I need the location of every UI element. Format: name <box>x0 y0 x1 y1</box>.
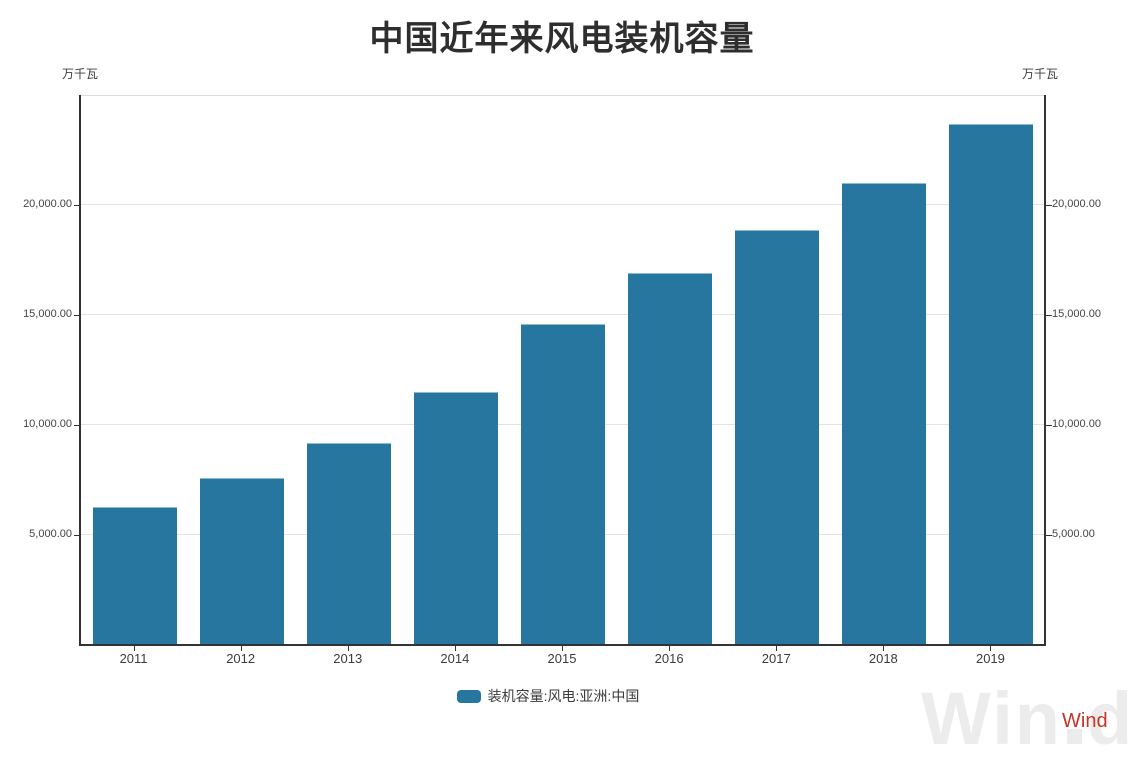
x-tick-label-2011: 2011 <box>119 651 148 666</box>
bar-series <box>81 95 1044 644</box>
bar-slot-2016 <box>616 95 723 644</box>
x-tick-mark-2016 <box>669 646 671 651</box>
x-tick-mark-2019 <box>990 646 992 651</box>
y-tick-label-left-10000: 10,000.00 <box>23 418 72 430</box>
bar-slot-2015 <box>509 95 616 644</box>
bar-2017[interactable] <box>734 229 819 644</box>
y-tick-mark-left-20000 <box>74 205 80 206</box>
bar-2018[interactable] <box>841 183 926 644</box>
y-tick-mark-left-5000 <box>74 535 80 536</box>
wind-brand-text: Wind <box>1062 710 1108 732</box>
bar-slot-2017 <box>723 95 830 644</box>
y-axis-unit-right: 万千瓦 <box>1022 67 1059 81</box>
bar-2011[interactable] <box>92 506 177 644</box>
x-tick-label-2016: 2016 <box>654 651 684 666</box>
legend-swatch <box>456 689 481 703</box>
y-axis-unit-left: 万千瓦 <box>62 67 99 81</box>
y-axis-line-left <box>79 95 81 646</box>
x-tick-label-2015: 2015 <box>547 651 577 666</box>
gridline-20000 <box>81 204 1044 205</box>
legend-row: 装机容量:风电:亚洲:中国 <box>80 686 1044 706</box>
bar-slot-2012 <box>188 95 295 644</box>
x-tick-mark-2015 <box>562 646 563 651</box>
bar-slot-2018 <box>830 95 937 644</box>
y-tick-label-right-5000: 5,000.00 <box>1052 528 1095 540</box>
y-tick-mark-right-5000 <box>1046 535 1052 536</box>
y-tick-label-right-15000: 15,000.00 <box>1052 308 1101 320</box>
y-tick-label-right-20000: 20,000.00 <box>1052 198 1101 210</box>
bar-2014[interactable] <box>413 391 498 644</box>
bar-2013[interactable] <box>306 442 391 644</box>
bar-slot-2014 <box>402 95 509 644</box>
legend-label: 装机容量:风电:亚洲:中国 <box>487 688 640 704</box>
y-tick-label-right-10000: 10,000.00 <box>1052 418 1101 430</box>
x-tick-label-2019: 2019 <box>975 651 1005 666</box>
chart-title: 中国近年来风电装机容量 <box>369 20 755 58</box>
x-tick-mark-2018 <box>883 646 885 651</box>
y-tick-mark-right-15000 <box>1046 315 1052 316</box>
x-tick-label-2012: 2012 <box>226 651 256 666</box>
x-tick-mark-2014 <box>454 646 456 651</box>
bar-2012[interactable] <box>199 478 284 644</box>
x-tick-mark-2012 <box>240 646 242 651</box>
x-tick-mark-2017 <box>776 646 778 651</box>
y-tick-mark-right-10000 <box>1046 425 1052 426</box>
x-tick-label-2013: 2013 <box>333 651 363 666</box>
x-tick-mark-2011 <box>133 646 135 651</box>
x-tick-label-2018: 2018 <box>868 651 898 666</box>
bar-slot-2013 <box>295 95 402 644</box>
bar-2016[interactable] <box>627 272 712 644</box>
bar-2015[interactable] <box>520 324 605 644</box>
plot-top-border <box>81 95 1044 96</box>
x-tick-label-2017: 2017 <box>761 651 791 666</box>
x-axis-line <box>79 644 1046 646</box>
x-tick-label-2014: 2014 <box>440 651 470 666</box>
y-tick-mark-left-10000 <box>74 425 80 426</box>
bar-slot-2011 <box>81 95 188 644</box>
bar-slot-2019 <box>937 95 1044 644</box>
y-tick-label-left-5000: 5,000.00 <box>29 528 72 540</box>
wind-logo-watermark: Win d <box>921 677 1135 757</box>
y-tick-mark-left-15000 <box>74 315 80 316</box>
y-tick-mark-right-20000 <box>1046 205 1052 206</box>
gridline-15000 <box>81 314 1044 315</box>
wind-logo-dot <box>1066 729 1082 744</box>
y-tick-label-left-15000: 15,000.00 <box>23 308 72 320</box>
x-tick-mark-2013 <box>347 646 349 651</box>
bar-2019[interactable] <box>948 124 1033 644</box>
y-tick-label-left-20000: 20,000.00 <box>23 198 72 210</box>
y-axis-line-right <box>1044 95 1046 646</box>
legend-item[interactable]: 装机容量:风电:亚洲:中国 <box>456 686 640 706</box>
